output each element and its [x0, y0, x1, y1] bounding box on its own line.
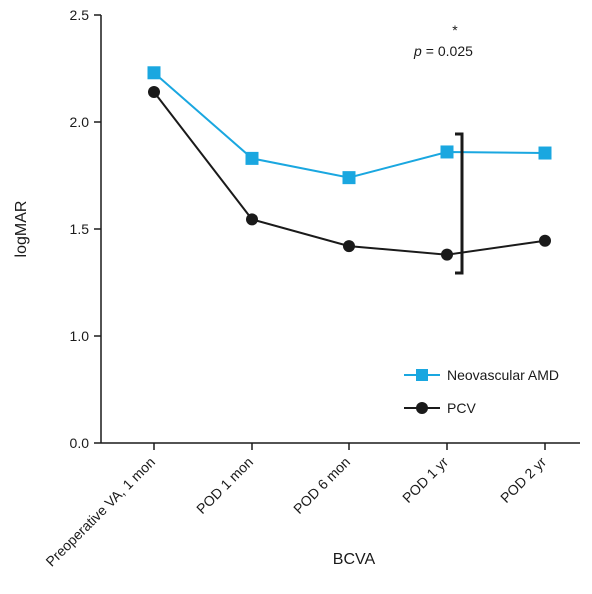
x-tick-label: POD 2 yr [497, 454, 549, 506]
y-axis-title: logMAR [13, 201, 30, 258]
data-point-pcv [246, 213, 258, 226]
legend-marker-square [416, 369, 428, 381]
x-tick-label: POD 6 mon [290, 454, 353, 517]
x-tick-label: Preoperative VA, 1 mon [42, 454, 158, 570]
x-tick-labels: Preoperative VA, 1 mon POD 1 mon POD 6 mon… [42, 454, 549, 570]
significance-bracket [455, 132, 464, 275]
data-point-neovascular-amd [342, 171, 356, 185]
series-layer [147, 66, 552, 261]
p-label: p [413, 43, 422, 59]
legend-item-neovascular-amd: Neovascular AMD [404, 367, 559, 383]
legend-item-pcv: PCV [404, 400, 476, 416]
data-point-neovascular-amd [440, 145, 454, 159]
significance-star: * [452, 22, 458, 38]
data-point-pcv [539, 234, 551, 247]
legend-marker-circle [416, 402, 428, 414]
x-axis-title: BCVA [333, 551, 376, 568]
x-tick-label: POD 1 yr [399, 454, 451, 506]
data-point-neovascular-amd [538, 146, 552, 160]
data-point-pcv [441, 248, 453, 261]
data-point-pcv [343, 240, 355, 253]
p-value: = 0.025 [426, 43, 473, 59]
y-tick-label: 2.5 [70, 7, 90, 23]
data-point-neovascular-amd [245, 151, 259, 165]
significance-annotation: * p = 0.025 [413, 22, 473, 275]
axes [94, 14, 580, 450]
legend-label-pcv: PCV [447, 400, 476, 416]
y-tick-label: 0.0 [70, 435, 90, 451]
p-value-text: p = 0.025 [413, 43, 473, 59]
y-tick-label: 1.5 [70, 221, 90, 237]
y-tick-label: 2.0 [70, 114, 90, 130]
series-line-neovascular-amd [153, 72, 546, 179]
legend-label-neovascular-amd: Neovascular AMD [447, 367, 559, 383]
data-point-pcv [148, 86, 160, 99]
y-tick-label: 1.0 [70, 328, 90, 344]
data-point-neovascular-amd [147, 66, 161, 80]
legend: Neovascular AMD PCV [404, 367, 559, 416]
y-tick-labels: 0.0 1.0 1.5 2.0 2.5 [70, 7, 90, 451]
x-tick-label: POD 1 mon [193, 454, 256, 517]
